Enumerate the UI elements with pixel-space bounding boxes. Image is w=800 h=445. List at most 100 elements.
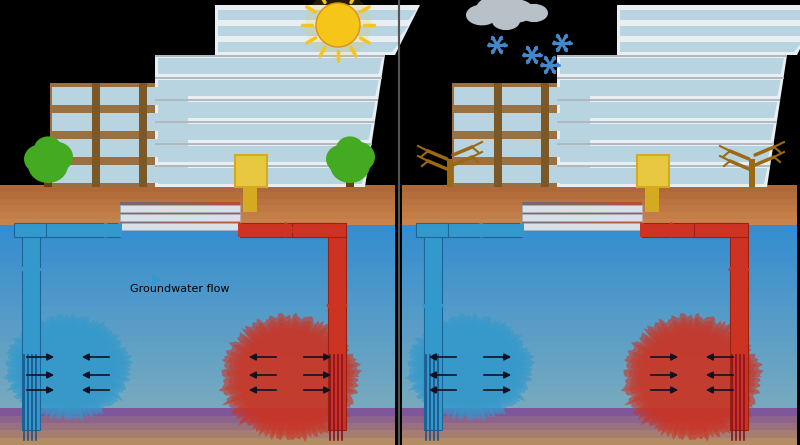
Bar: [604, 202, 605, 230]
Bar: [120, 205, 240, 212]
Bar: [200, 202, 201, 230]
Bar: [533, 202, 534, 230]
Polygon shape: [557, 143, 774, 145]
Bar: [402, 246, 797, 255]
Bar: [230, 202, 231, 230]
Bar: [50, 109, 190, 135]
Ellipse shape: [498, 0, 534, 23]
Bar: [528, 202, 529, 230]
Bar: [596, 202, 597, 230]
Bar: [447, 159, 453, 187]
Bar: [141, 202, 142, 230]
Bar: [522, 202, 523, 230]
Bar: [50, 161, 190, 187]
Bar: [0, 239, 395, 247]
Bar: [0, 437, 395, 445]
Polygon shape: [158, 102, 375, 118]
Bar: [577, 202, 578, 230]
Bar: [581, 202, 582, 230]
Bar: [561, 202, 562, 230]
Bar: [193, 202, 194, 230]
Bar: [292, 223, 346, 237]
Bar: [0, 429, 395, 438]
Polygon shape: [18, 325, 118, 409]
Ellipse shape: [305, 0, 371, 58]
Polygon shape: [155, 143, 372, 165]
Bar: [402, 275, 797, 283]
Bar: [608, 202, 609, 230]
Polygon shape: [158, 80, 378, 96]
Ellipse shape: [330, 147, 370, 183]
Bar: [402, 437, 797, 445]
Bar: [0, 212, 395, 219]
Bar: [638, 202, 639, 230]
Bar: [213, 202, 214, 230]
Bar: [139, 161, 147, 187]
Bar: [217, 202, 218, 230]
Bar: [175, 202, 176, 230]
Bar: [545, 202, 546, 230]
Polygon shape: [557, 99, 780, 121]
Bar: [123, 202, 124, 230]
Bar: [558, 202, 559, 230]
Bar: [155, 202, 156, 230]
Bar: [235, 155, 267, 187]
Bar: [52, 113, 188, 131]
Bar: [238, 223, 242, 237]
Bar: [632, 202, 633, 230]
Bar: [402, 261, 797, 269]
Bar: [598, 202, 599, 230]
Bar: [601, 202, 602, 230]
Bar: [223, 202, 224, 230]
Ellipse shape: [466, 4, 498, 25]
Bar: [560, 202, 561, 230]
Bar: [120, 223, 240, 230]
Bar: [194, 202, 195, 230]
Bar: [190, 202, 191, 230]
Bar: [637, 155, 669, 187]
Bar: [573, 202, 574, 230]
Bar: [580, 202, 581, 230]
Bar: [636, 202, 637, 230]
Bar: [221, 202, 222, 230]
Bar: [232, 202, 233, 230]
Bar: [402, 312, 797, 320]
Bar: [182, 202, 183, 230]
Polygon shape: [155, 77, 382, 99]
Bar: [160, 202, 161, 230]
Bar: [236, 202, 237, 230]
Bar: [605, 202, 606, 230]
Bar: [579, 202, 580, 230]
Bar: [52, 165, 188, 183]
Polygon shape: [229, 322, 351, 433]
Bar: [0, 268, 395, 276]
Bar: [0, 185, 395, 225]
Bar: [145, 202, 146, 230]
Ellipse shape: [341, 142, 375, 172]
Bar: [590, 202, 591, 230]
Bar: [120, 214, 240, 221]
Bar: [402, 297, 797, 306]
Bar: [629, 202, 630, 230]
Bar: [526, 202, 527, 230]
Bar: [575, 202, 576, 230]
Bar: [402, 378, 797, 386]
Bar: [520, 223, 524, 237]
Bar: [536, 202, 537, 230]
Bar: [541, 109, 549, 135]
Bar: [0, 297, 395, 306]
Bar: [534, 202, 535, 230]
Bar: [134, 202, 135, 230]
Bar: [624, 202, 625, 230]
Bar: [452, 135, 592, 161]
Bar: [0, 363, 395, 372]
Bar: [591, 202, 592, 230]
Bar: [130, 202, 131, 230]
Bar: [142, 202, 143, 230]
Bar: [402, 231, 797, 240]
Bar: [176, 202, 177, 230]
Ellipse shape: [476, 0, 516, 22]
Bar: [0, 334, 395, 342]
Bar: [600, 202, 601, 230]
Polygon shape: [557, 55, 787, 77]
